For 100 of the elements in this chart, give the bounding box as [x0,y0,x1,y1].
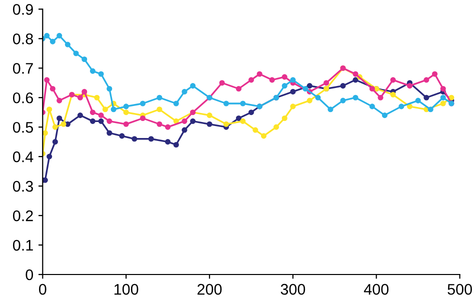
x-tick-label: 0 [39,284,46,295]
point [223,100,229,106]
point [44,77,50,83]
point [352,77,358,83]
point [123,121,129,127]
point [324,80,330,86]
point [315,94,321,100]
point [82,56,88,62]
point [123,104,129,110]
point [98,118,104,124]
point [110,106,116,112]
point [182,127,188,133]
point [46,154,52,160]
point [156,106,162,112]
point [173,142,179,148]
point [340,98,346,104]
point [290,77,296,83]
point [256,71,262,77]
y-tick-label: 0.9 [12,4,33,15]
point [440,94,446,100]
point [206,112,212,118]
y-tick-label: 0.5 [12,122,33,133]
y-tick-label: 0.8 [12,34,33,44]
point [173,100,179,106]
point [398,104,404,110]
point [390,77,396,83]
point [240,118,246,124]
x-tick-label: 200 [198,284,222,295]
x-tick-label: 400 [364,284,389,295]
point [182,88,188,94]
point [282,74,288,80]
point [165,139,171,145]
y-tick-label: 0.4 [12,151,34,162]
point [390,92,396,98]
point [260,133,267,139]
point [352,94,358,100]
point [50,86,56,92]
point [52,139,58,145]
point [73,50,79,56]
point [328,106,334,112]
x-tick-label: 100 [114,284,138,295]
point [140,100,146,106]
point [440,100,446,106]
point [123,110,129,116]
point [156,121,162,127]
point [50,38,56,44]
point [269,77,275,83]
point [252,127,258,133]
point [90,68,96,74]
point [60,121,66,127]
y-tick-label: 0 [26,269,34,280]
point [306,83,312,89]
point [77,112,83,118]
point [248,110,254,116]
point [190,83,196,89]
point [173,118,179,124]
point [382,112,388,118]
point [406,83,413,89]
x-tick-label: 500 [448,284,472,295]
y-tick-label: 0.6 [12,92,33,104]
point [406,104,413,110]
point [415,98,421,104]
point [369,86,375,92]
point [52,124,58,130]
point [428,106,434,112]
x-tick-label: 300 [280,284,306,295]
point [432,71,438,77]
point [424,77,430,83]
point [352,71,358,77]
point [182,118,188,124]
point [290,104,296,110]
point [302,86,308,92]
point [156,94,162,100]
point [64,42,70,48]
point [56,32,62,38]
y-tick-label: 0.1 [12,240,33,251]
point [206,121,212,127]
point [236,115,242,122]
point [369,104,375,110]
point [248,77,254,83]
point [448,94,454,100]
y-tick-label: 0.2 [12,210,33,222]
point [42,130,48,136]
point [44,32,50,38]
point [82,88,88,94]
point [424,94,430,100]
point [106,118,112,124]
y-tick-label: 0.7 [12,62,33,74]
point [106,130,112,136]
point [340,83,346,89]
point [77,94,83,100]
point [273,124,280,130]
point [98,112,104,118]
point [90,118,96,124]
point [306,98,312,104]
point [90,110,96,116]
point [378,94,384,100]
point [56,98,62,104]
point [119,133,125,139]
point [56,115,62,122]
